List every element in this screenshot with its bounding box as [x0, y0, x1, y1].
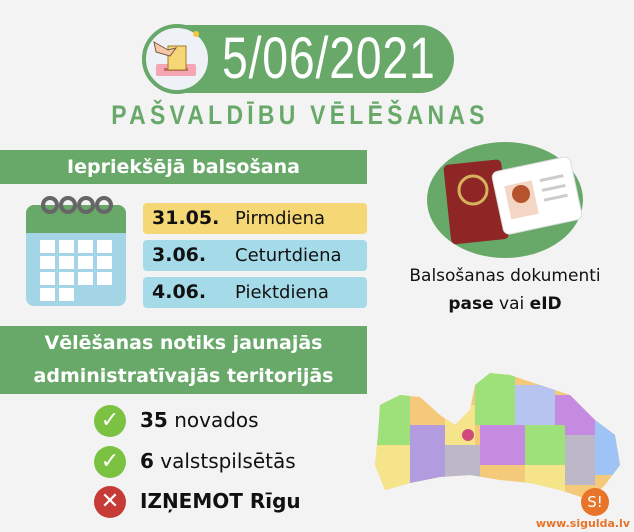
day-weekday: Piektdiena — [235, 282, 329, 303]
calendar-day-cell — [59, 256, 74, 269]
territory-item: 35 novados — [140, 408, 259, 432]
calendar-day-cell — [59, 240, 74, 253]
day-weekday: Pirmdiena — [235, 208, 326, 229]
early-voting-day: 31.05. Pirmdiena — [143, 203, 367, 234]
calendar-day-cell — [78, 240, 93, 253]
calendar-day-cell — [40, 288, 55, 301]
day-date: 3.06. — [152, 244, 207, 266]
documents-caption: Balsošanas dokumenti — [409, 266, 601, 286]
calendar-day-cell — [40, 240, 55, 253]
election-subtitle: PAŠVALDĪBU VĒLĒŠANAS — [111, 100, 489, 130]
item-text: valstspilsētās — [153, 449, 296, 473]
passport-id-card-icon — [427, 142, 583, 258]
doc-eid: eID — [529, 294, 562, 314]
early-voting-heading: Iepriekšējā balsošana — [0, 150, 367, 184]
day-date: 4.06. — [152, 281, 207, 303]
day-weekday: Ceturtdiena — [235, 245, 342, 266]
check-icon: ✓ — [94, 446, 126, 478]
item-text: Rīgu — [242, 489, 301, 513]
day-date: 31.05. — [152, 207, 220, 229]
calendar-day-cell — [40, 256, 55, 269]
early-voting-day: 3.06. Ceturtdiena — [143, 240, 367, 271]
election-date: 5/06/2021 — [222, 26, 436, 91]
calendar-day-cell — [78, 272, 93, 285]
website-link[interactable]: www.sigulda.lv — [535, 517, 630, 530]
calendar-day-cell — [78, 256, 93, 269]
calendar-day-cell — [97, 240, 112, 253]
ballot-box-icon — [142, 24, 212, 94]
item-count: IZŅEMOT — [140, 489, 243, 513]
item-count: 35 — [140, 408, 168, 432]
calendar-day-cell — [97, 272, 112, 285]
calendar-day-cell — [40, 272, 55, 285]
item-count: 6 — [140, 449, 154, 473]
heading-line: administratīvajās teritorijās — [33, 365, 334, 387]
heading-line: Vēlēšanas notiks jaunajās — [44, 332, 323, 354]
calendar-header — [26, 196, 126, 233]
territories-heading: Vēlēšanas notiks jaunajās administratīvaj… — [0, 326, 367, 394]
doc-passport: pase — [448, 294, 494, 314]
latvia-map — [375, 373, 620, 500]
territory-item: IZŅEMOT Rīgu — [140, 489, 301, 513]
check-icon: ✓ — [94, 405, 126, 437]
cross-icon: ✕ — [94, 486, 126, 518]
calendar-day-cell — [97, 256, 112, 269]
sigulda-logo: S! — [581, 488, 609, 516]
early-voting-day: 4.06. Piektdiena — [143, 277, 367, 308]
territory-item: 6 valstspilsētās — [140, 449, 296, 473]
calendar-day-cell — [59, 272, 74, 285]
calendar-day-cell — [59, 288, 74, 301]
documents-types: pase vai eID — [392, 294, 618, 314]
item-text: novados — [167, 408, 259, 432]
doc-or: vai — [493, 294, 530, 314]
